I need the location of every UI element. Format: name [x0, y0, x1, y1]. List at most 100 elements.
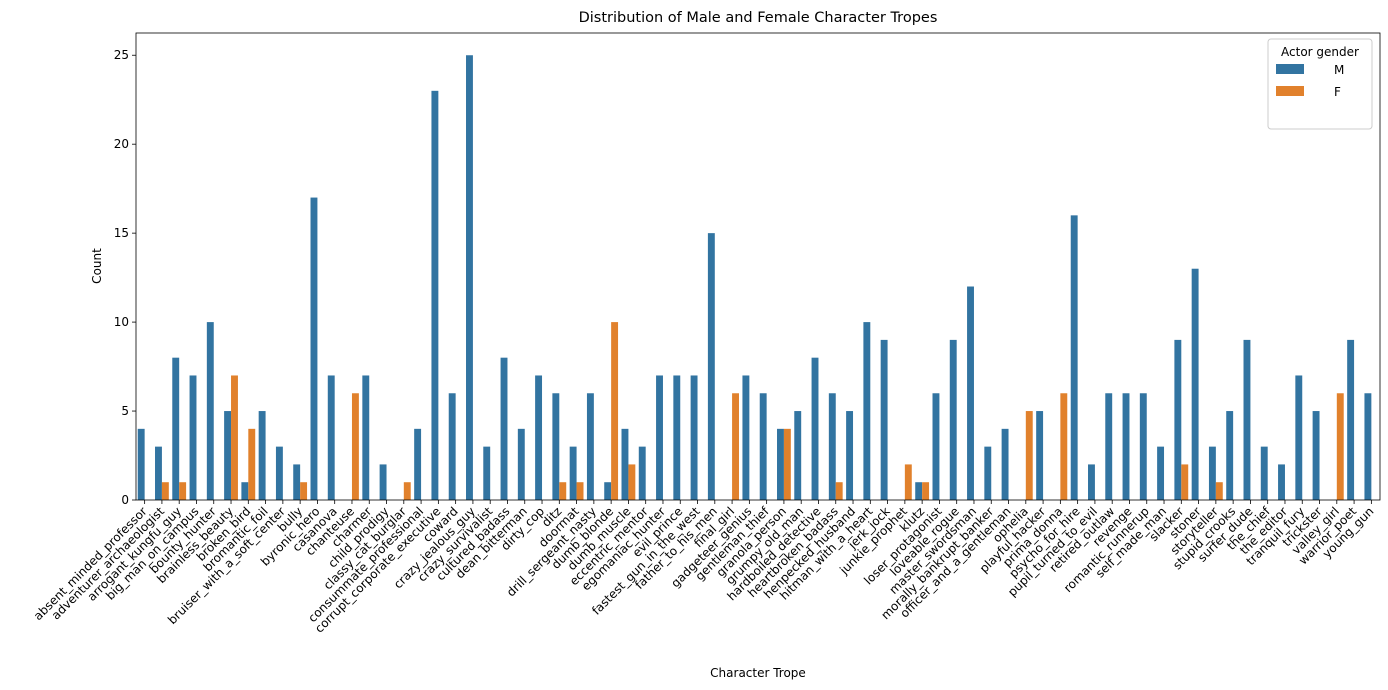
bar-m-grumpy_old_man — [794, 411, 802, 500]
y-tick-label: 5 — [121, 404, 129, 418]
bar-f-final_girl — [732, 393, 739, 500]
bar-m-consummate_professional — [414, 428, 422, 500]
bar-m-dumb_muscle — [621, 428, 629, 500]
bar-m-fastest_gun_in_the_west — [690, 375, 698, 500]
y-tick-label: 20 — [114, 137, 129, 151]
bar-m-pupil_turned_to_evil — [1088, 464, 1095, 500]
bar-m-charmer — [362, 375, 370, 500]
bar-m-bromantic_foil — [258, 411, 266, 500]
bar-m-father_to_his_men — [707, 233, 715, 500]
bar-m-storyteller — [1208, 446, 1216, 500]
bar-m-dirty_cop — [535, 375, 543, 500]
bar-m-gentleman_thief — [759, 393, 767, 500]
bar-f-prima_donna — [1060, 393, 1068, 500]
bar-m-klutz — [915, 482, 923, 500]
bar-f-bully — [300, 482, 308, 500]
bar-m-gadgeteer_genius — [742, 375, 750, 500]
bar-m-bounty_hunter — [206, 322, 214, 500]
bar-f-valley_girl — [1336, 393, 1344, 500]
legend-label-f: F — [1334, 85, 1341, 99]
legend-box — [1267, 38, 1373, 130]
bar-f-dumb_muscle — [628, 464, 636, 500]
bar-m-granola_person — [777, 428, 784, 500]
legend-label-m: M — [1334, 63, 1344, 77]
bar-f-dumb_blonde — [611, 322, 619, 500]
bar-f-storyteller — [1215, 482, 1223, 500]
bar-m-heartbroken_badass — [828, 393, 836, 500]
legend: Actor gender M F — [1267, 38, 1373, 130]
x-axis-label: Character Trope — [710, 666, 806, 680]
bar-m-self_made_man — [1157, 446, 1165, 500]
bar-f-slacker — [1181, 464, 1189, 500]
bar-m-crazy_jealous_guy — [466, 55, 473, 501]
bar-f-chanteuse — [351, 393, 359, 500]
bar-m-master_swordsman — [967, 286, 974, 500]
bar-m-arrogant_kungfu_guy — [172, 357, 180, 500]
bar-m-brainless_beauty — [224, 411, 232, 500]
bar-f-classy_cat_burglar — [403, 482, 411, 500]
y-tick-label: 10 — [114, 315, 129, 329]
bar-m-ditz — [552, 393, 560, 500]
bar-m-dean_bitterman — [517, 428, 525, 500]
bar-m-jerk_jock — [880, 339, 888, 500]
bar-m-tranquil_fury — [1295, 375, 1303, 500]
bar-f-doormat — [576, 482, 584, 500]
bar-m-the_chief — [1260, 446, 1268, 500]
bar-f-ditz — [559, 482, 567, 500]
legend-swatch-m — [1276, 64, 1304, 74]
bar-m-slacker — [1174, 339, 1182, 500]
bar-m-revenge — [1122, 393, 1130, 500]
bar-m-young_gun — [1364, 393, 1372, 500]
bar-m-absent_minded_professor — [137, 428, 145, 500]
bar-f-adventurer_archaeologist — [161, 482, 169, 500]
bar-m-hardboiled_detective — [811, 357, 819, 500]
legend-swatch-f — [1276, 86, 1304, 96]
bar-m-doormat — [569, 446, 577, 500]
y-tick-label: 15 — [114, 226, 129, 240]
bar-m-dumb_blonde — [604, 482, 612, 500]
bar-m-stupid_crooks — [1226, 411, 1234, 500]
bar-m-corrupt_corporate_executive — [431, 90, 439, 500]
legend-title: Actor gender — [1281, 45, 1359, 59]
bar-f-arrogant_kungfu_guy — [179, 482, 187, 500]
bar-m-loser_protagonist — [932, 393, 940, 500]
chart-title: Distribution of Male and Female Characte… — [579, 10, 938, 26]
bar-m-drill_sergeant_nasty — [586, 393, 594, 500]
bar-m-cultured_badass — [500, 357, 508, 500]
y-axis-label: Count — [90, 248, 104, 284]
bar-m-warrior_poet — [1347, 339, 1355, 500]
bar-f-klutz — [922, 482, 930, 500]
bar-f-junkie_prophet — [904, 464, 912, 500]
bar-m-trickster — [1312, 411, 1320, 500]
bar-m-stoner — [1191, 268, 1199, 500]
bar-m-eccentric_mentor — [638, 446, 646, 500]
bar-m-casanova — [327, 375, 335, 500]
bar-m-morally_bankrupt_banker — [984, 446, 992, 500]
y-tick-label: 0 — [121, 493, 129, 507]
bar-m-retired_outlaw — [1105, 393, 1113, 500]
bar-f-brainless_beauty — [231, 375, 238, 500]
y-tick-label: 25 — [114, 48, 129, 62]
bar-f-ophelia — [1025, 411, 1033, 500]
x-axis: absent_minded_professoradventurer_archae… — [31, 500, 1376, 636]
bar-m-child_prodigy — [379, 464, 387, 500]
bar-m-henpecked_husband — [846, 411, 854, 500]
y-axis: 0 5 10 15 20 25 — [114, 48, 136, 507]
bar-m-surfer_dude — [1243, 339, 1251, 500]
bar-m-adventurer_archaeologist — [155, 446, 162, 500]
bar-m-officer_and_a_gentleman — [1001, 428, 1009, 500]
bar-m-psycho_for_hire — [1070, 215, 1078, 500]
bar-f-broken_bird — [248, 428, 256, 500]
bar-m-loveable_rogue — [949, 339, 957, 500]
bar-f-granola_person — [783, 428, 791, 500]
bar-m-bully — [293, 464, 301, 500]
plot-frame — [135, 32, 1381, 501]
bar-m-evil_prince — [673, 375, 681, 500]
bar-m-romantic_runnerup — [1139, 393, 1147, 500]
bar-m-playful_hacker — [1036, 411, 1044, 500]
bar-m-egomaniac_hunter — [656, 375, 663, 500]
bar-m-crazy_survivalist — [483, 446, 491, 500]
bars-layer — [137, 55, 1372, 501]
bar-m-big_man_on_campus — [189, 375, 197, 500]
